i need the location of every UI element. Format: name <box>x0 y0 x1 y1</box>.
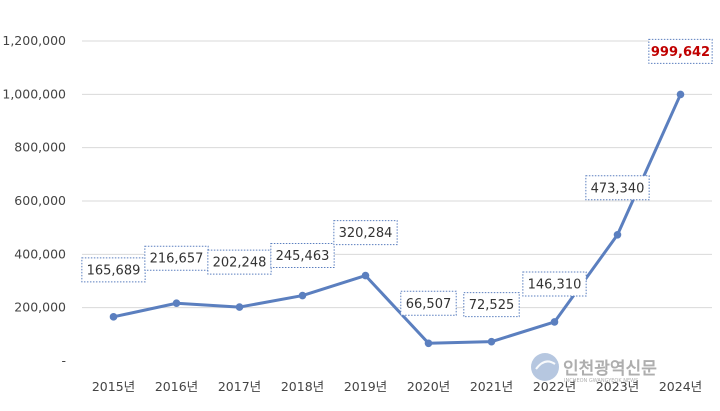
y-tick-label: 200,000 <box>14 300 66 315</box>
data-point <box>298 291 307 300</box>
data-label-box <box>463 292 520 318</box>
watermark-text: 인천광역신문 <box>563 359 657 379</box>
data-label: 72,525 <box>463 292 520 318</box>
data-label-text: 473,340 <box>591 181 645 196</box>
x-axis: 2015년 2016년 2017년 2018년 2019년 2020년 2021년 2022년… <box>92 379 702 394</box>
data-point <box>487 337 496 346</box>
data-label-box <box>270 243 335 269</box>
data-label-box <box>648 38 713 64</box>
data-label-text: 165,689 <box>87 263 141 278</box>
data-label-text: 320,284 <box>339 226 393 241</box>
data-label: 165,689 <box>81 257 146 283</box>
x-tick-label: 2018년 <box>281 379 324 394</box>
data-point <box>676 90 685 99</box>
data-label-box <box>522 271 587 297</box>
data-labels: 165,689 216,657 202,248 245,463 320,284 66,50… <box>81 38 713 318</box>
data-point <box>172 299 181 308</box>
x-tick-label: 2017년 <box>218 379 261 394</box>
data-label: 320,284 <box>333 220 398 246</box>
series-line <box>112 92 682 345</box>
data-point <box>613 230 622 239</box>
y-tick-label: 1,200,000 <box>2 33 66 48</box>
data-point <box>361 271 370 280</box>
x-tick-label: 2019년 <box>344 379 387 394</box>
y-tick-label: 600,000 <box>14 193 66 208</box>
data-label: 216,657 <box>144 245 209 271</box>
x-tick-label: 2020년 <box>407 379 450 394</box>
data-label-text: 146,310 <box>528 277 582 292</box>
data-label-text: 72,525 <box>469 298 515 313</box>
y-tick-label: 800,000 <box>14 140 66 155</box>
data-points <box>109 90 685 348</box>
x-tick-label: 2021년 <box>470 379 513 394</box>
y-axis: - 200,000 400,000 600,000 800,000 1,000,000 1,… <box>2 33 66 368</box>
watermark-subtext: INCHEON GWANGYEOK NEWS <box>564 378 638 384</box>
data-label: 473,340 <box>585 175 650 201</box>
data-label: 66,507 <box>400 290 457 316</box>
data-label-text: 66,507 <box>406 297 452 312</box>
data-label: 999,642 <box>648 38 713 64</box>
x-tick-label: 2016년 <box>155 379 198 394</box>
data-point <box>109 313 118 321</box>
data-label-box <box>585 175 650 201</box>
data-label-box <box>207 249 272 275</box>
watermark-logo: 인천광역신문 INCHEON GWANGYEOK NEWS <box>531 353 657 384</box>
data-label-text: 216,657 <box>150 252 204 267</box>
y-tick-label: 1,000,000 <box>2 86 66 101</box>
x-tick-label: 2023년 <box>596 379 639 394</box>
data-label-text: 999,642 <box>651 45 710 60</box>
data-label: 146,310 <box>522 271 587 297</box>
x-tick-label: 2024년 <box>659 379 702 394</box>
x-tick-label: 2022년 <box>533 379 576 394</box>
data-label: 245,463 <box>270 243 335 269</box>
globe-icon <box>531 353 559 381</box>
data-point <box>424 339 433 348</box>
data-label-text: 245,463 <box>276 249 330 264</box>
data-label: 202,248 <box>207 249 272 275</box>
data-label-box <box>400 290 457 316</box>
data-point <box>235 303 244 311</box>
y-tick-label: - <box>61 353 66 368</box>
data-point <box>550 318 559 326</box>
data-label-box <box>333 220 398 246</box>
y-tick-label: 400,000 <box>14 246 66 261</box>
x-tick-label: 2015년 <box>92 379 135 394</box>
data-label-text: 202,248 <box>213 256 267 271</box>
